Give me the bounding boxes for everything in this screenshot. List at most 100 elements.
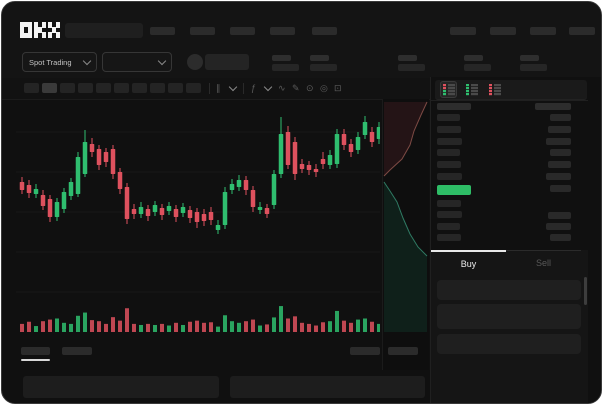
divider <box>209 83 210 94</box>
candlestick-chart <box>16 116 382 332</box>
top-navigation-bar <box>2 2 601 47</box>
timeframe-button[interactable] <box>78 83 93 93</box>
book-asks-icon[interactable] <box>487 82 502 97</box>
book-header-right <box>535 103 571 110</box>
nav-item[interactable] <box>569 27 595 35</box>
form-field[interactable] <box>437 304 581 329</box>
scrollbar-thumb[interactable] <box>584 277 587 305</box>
bottom-panel <box>230 376 425 398</box>
book-row-amount[interactable] <box>546 223 571 230</box>
stat-value-skeleton <box>464 64 491 71</box>
book-row-amount[interactable] <box>548 212 571 219</box>
ask-row-price[interactable] <box>437 161 461 168</box>
ask-row-price[interactable] <box>437 126 461 133</box>
nav-item[interactable] <box>150 27 175 35</box>
book-row-amount[interactable] <box>546 138 571 145</box>
book-bids-icon[interactable] <box>464 82 479 97</box>
ask-row-price[interactable] <box>437 114 460 121</box>
camera-icon[interactable]: ⊙ <box>306 83 314 93</box>
price-display-skeleton <box>205 54 249 70</box>
depth-chart[interactable] <box>382 99 429 370</box>
last-price-bar[interactable] <box>437 185 471 195</box>
stat-value-skeleton <box>520 64 547 71</box>
active-tab-underline <box>21 359 50 361</box>
market-header-bar: Spot Trading <box>2 47 601 78</box>
depth-chart-svg <box>383 101 428 332</box>
book-combined-icon[interactable] <box>441 82 456 97</box>
book-header-left <box>437 103 471 110</box>
timeframe-button[interactable] <box>42 83 57 93</box>
candle-type-icon[interactable]: ∥ <box>216 83 221 93</box>
coin-icon[interactable] <box>187 54 203 70</box>
ask-row-price[interactable] <box>437 149 460 156</box>
nav-item[interactable] <box>490 27 516 35</box>
stat-label-skeleton <box>272 55 291 61</box>
ask-row-price[interactable] <box>437 173 462 180</box>
timeframe-button[interactable] <box>186 83 201 93</box>
nav-item[interactable] <box>450 27 476 35</box>
book-row-amount[interactable] <box>550 234 571 241</box>
bottom-tab-left[interactable] <box>21 347 50 355</box>
stat-value-skeleton <box>272 64 299 71</box>
nav-item[interactable] <box>312 27 337 35</box>
nav-item[interactable] <box>190 27 215 35</box>
timeframe-button[interactable] <box>150 83 165 93</box>
stat-label-skeleton <box>310 55 329 61</box>
tab-sell[interactable]: Sell <box>535 257 551 268</box>
bid-row-price[interactable] <box>437 211 462 218</box>
chart-toolbar: ∥ ƒ ∿ ✎ ⊙ ◎ ⊡ <box>2 78 430 100</box>
timeframe-button[interactable] <box>132 83 147 93</box>
order-form: Buy Sell <box>431 250 588 403</box>
timeframe-button[interactable] <box>60 83 75 93</box>
search-input[interactable] <box>65 23 143 38</box>
stat-value-skeleton <box>398 64 425 71</box>
stat-label-skeleton <box>464 55 483 61</box>
timeframe-button[interactable] <box>24 83 39 93</box>
book-row-amount[interactable] <box>548 161 571 168</box>
bottom-tab-right[interactable] <box>388 347 418 355</box>
timeframe-button[interactable] <box>168 83 183 93</box>
candlestick-chart-area[interactable] <box>16 99 382 342</box>
book-row-amount[interactable] <box>548 126 571 133</box>
nav-item[interactable] <box>270 27 295 35</box>
stat-label-skeleton <box>398 55 417 61</box>
book-row-amount[interactable] <box>550 185 571 192</box>
form-field[interactable] <box>437 334 581 354</box>
chevron-down-icon <box>157 56 167 65</box>
chevron-down-icon[interactable] <box>263 82 273 92</box>
orderbook-view-toggle <box>435 80 587 100</box>
nav-item[interactable] <box>230 27 255 35</box>
chevron-down-icon[interactable] <box>228 82 238 92</box>
stat-value-skeleton <box>310 64 337 71</box>
pair-dropdown[interactable] <box>102 52 172 72</box>
market-type-label: Spot Trading <box>29 57 72 67</box>
timeframe-button[interactable] <box>96 83 111 93</box>
indicators-icon[interactable]: ƒ <box>251 83 257 93</box>
tab-buy[interactable]: Buy <box>431 250 506 275</box>
book-row-amount[interactable] <box>546 173 571 180</box>
line-style-icon[interactable]: ∿ <box>278 83 286 93</box>
bid-row-price[interactable] <box>437 200 461 207</box>
divider <box>243 83 244 94</box>
timeframe-button[interactable] <box>114 83 129 93</box>
bottom-panel <box>23 376 219 398</box>
bid-row-price[interactable] <box>437 223 460 230</box>
orderbook-panel: Buy Sell <box>430 77 601 403</box>
bid-row-price[interactable] <box>437 234 461 241</box>
draw-icon[interactable]: ✎ <box>292 83 300 93</box>
market-type-dropdown[interactable]: Spot Trading <box>22 52 97 72</box>
chevron-down-icon <box>82 56 92 65</box>
buy-sell-tabs: Buy Sell <box>431 250 581 275</box>
okx-logo[interactable] <box>20 22 60 38</box>
fullscreen-icon[interactable]: ⊡ <box>334 83 342 93</box>
bottom-tab-right[interactable] <box>350 347 380 355</box>
settings-icon[interactable]: ◎ <box>320 83 328 93</box>
book-row-amount[interactable] <box>550 114 571 121</box>
ask-row-price[interactable] <box>437 138 462 145</box>
stat-label-skeleton <box>520 55 539 61</box>
nav-item[interactable] <box>530 27 556 35</box>
book-row-amount[interactable] <box>550 149 571 156</box>
form-field[interactable] <box>437 280 581 300</box>
bottom-tab-left[interactable] <box>62 347 92 355</box>
